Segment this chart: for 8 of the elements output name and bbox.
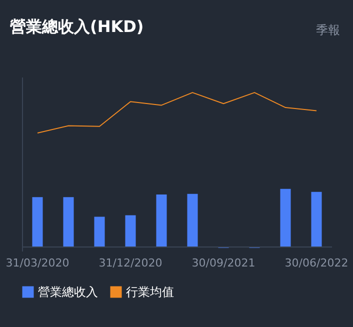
text: 季報 (316, 23, 340, 37)
x-tick-label: 31/12/2020 (98, 256, 162, 270)
x-tick-label: 30/09/2021 (192, 256, 256, 270)
x-tick-label: 30/06/2022 (284, 256, 348, 270)
chart-title: 營業總收入(HKD) (10, 17, 144, 36)
x-tick-label: 31/03/2020 (6, 256, 70, 270)
legend-label: 行業均值 (126, 285, 174, 299)
legend-label: 營業總收入 (38, 285, 98, 299)
